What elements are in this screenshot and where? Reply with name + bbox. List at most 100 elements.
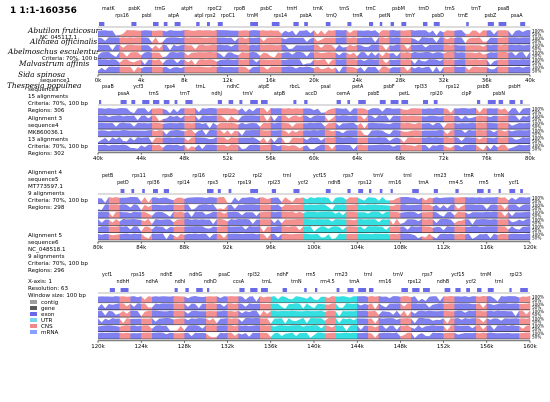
conservation-segment	[335, 66, 347, 73]
gene-annotation	[379, 100, 386, 104]
conservation-segment	[346, 332, 358, 339]
conservation-segment	[400, 325, 412, 332]
percent-label: 50%	[532, 110, 541, 115]
conservation-segment	[411, 59, 423, 66]
conservation-segment	[400, 226, 412, 233]
conservation-segment	[335, 226, 347, 233]
conservation-segment	[130, 317, 142, 325]
conservation-segment	[368, 44, 380, 52]
gene-annotation	[433, 22, 440, 26]
conservation-segment	[141, 303, 153, 310]
conservation-segment	[508, 137, 520, 144]
conservation-segment	[454, 317, 466, 325]
conservation-segment	[465, 129, 477, 137]
conservation-segment	[184, 30, 196, 37]
conservation-segment	[130, 218, 142, 226]
conservation-segment	[400, 332, 412, 339]
conservation-segment	[378, 317, 390, 325]
legend-label: exon	[41, 312, 55, 318]
conservation-segment	[303, 108, 315, 115]
conservation-segment	[422, 303, 434, 310]
conservation-segment	[335, 218, 347, 226]
x-tick-label: 8k	[181, 78, 188, 84]
conservation-segment	[152, 197, 164, 204]
conservation-segment	[465, 204, 477, 211]
conservation-segment	[238, 108, 250, 115]
legend-label: contig	[41, 300, 59, 306]
conservation-segment	[152, 218, 164, 226]
conservation-segment	[357, 218, 369, 226]
conservation-segment	[206, 129, 218, 137]
gene-label: rpl33	[415, 84, 427, 90]
conservation-segment	[270, 310, 282, 318]
alignment-criteria: Criteria: 70%, 100 bp	[28, 198, 88, 204]
gene-annotation	[498, 22, 507, 26]
gene-annotation	[520, 22, 526, 26]
conservation-segment	[476, 51, 488, 59]
gene-annotation	[142, 189, 145, 193]
conservation-segment	[173, 197, 185, 204]
conservation-segment	[303, 122, 315, 130]
percent-label: 100%	[532, 225, 544, 230]
conservation-segment	[130, 303, 142, 310]
gene-annotation	[423, 100, 429, 104]
conservation-segment	[98, 115, 110, 122]
identity-trace	[98, 144, 530, 151]
gene-annotation	[423, 22, 428, 26]
x-tick-label: 136k	[264, 344, 278, 350]
conservation-segment	[486, 44, 498, 52]
conservation-segment	[260, 233, 272, 240]
conservation-segment	[249, 137, 261, 144]
conservation-segment	[454, 59, 466, 66]
conservation-segment	[465, 30, 477, 37]
conservation-segment	[206, 59, 218, 66]
conservation-segment	[324, 144, 336, 151]
gene-annotation	[444, 288, 451, 292]
conservation-segment	[443, 204, 455, 211]
conservation-segment	[486, 137, 498, 144]
conservation-segment	[260, 197, 272, 204]
conservation-segment	[227, 44, 239, 52]
conservation-segment	[130, 44, 142, 52]
gene-label: rps7	[343, 173, 354, 179]
conservation-segment	[378, 144, 390, 151]
conservation-segment	[119, 226, 131, 233]
conservation-segment	[270, 325, 282, 332]
conservation-segment	[238, 310, 250, 318]
conservation-segment	[389, 59, 401, 66]
conservation-segment	[98, 303, 110, 310]
conservation-segment	[346, 144, 358, 151]
conservation-segment	[400, 59, 412, 66]
conservation-segment	[162, 310, 174, 318]
conservation-segment	[378, 332, 390, 339]
conservation-segment	[314, 204, 326, 211]
conservation-segment	[378, 129, 390, 137]
gene-annotation	[455, 189, 459, 193]
conservation-segment	[216, 137, 228, 144]
conservation-segment	[519, 66, 531, 73]
conservation-segment	[465, 37, 477, 44]
gene-annotation	[369, 288, 374, 292]
conservation-segment	[519, 59, 531, 66]
conservation-segment	[378, 233, 390, 240]
conservation-segment	[411, 296, 423, 303]
percent-label: 50%	[532, 139, 541, 144]
conservation-segment	[422, 122, 434, 130]
conservation-segment	[206, 325, 218, 332]
conservation-segment	[497, 129, 509, 137]
conservation-segment	[260, 296, 272, 303]
conservation-segment	[270, 37, 282, 44]
conservation-segment	[476, 332, 488, 339]
conservation-segment	[519, 218, 531, 226]
gene-label: rpl23	[268, 180, 280, 186]
conservation-segment	[238, 226, 250, 233]
conservation-segment	[141, 204, 153, 211]
conservation-segment	[368, 211, 380, 219]
conservation-segment	[508, 211, 520, 219]
gene-annotation	[261, 288, 268, 292]
conservation-segment	[270, 137, 282, 144]
conservation-segment	[227, 204, 239, 211]
conservation-segment	[335, 122, 347, 130]
conservation-segment	[497, 66, 509, 73]
conservation-segment	[292, 66, 304, 73]
